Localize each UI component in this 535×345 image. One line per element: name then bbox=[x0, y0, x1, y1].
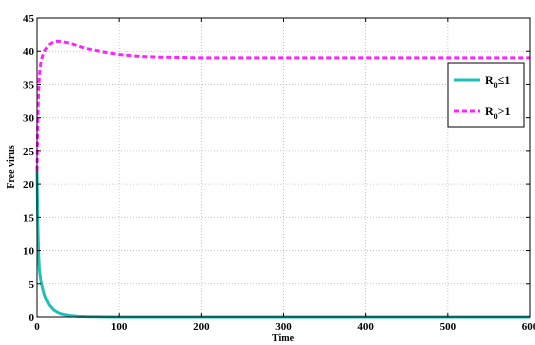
y-tick-label: 15 bbox=[23, 212, 35, 224]
grid-lines bbox=[37, 18, 530, 317]
legend-label-r0-le-1: R0≤1 bbox=[485, 73, 510, 90]
series-line-r0-gt-1 bbox=[35, 39, 530, 171]
legend: R0≤1 R0>1 bbox=[447, 62, 525, 128]
x-tick-label: 600 bbox=[522, 321, 535, 333]
y-tick-label: 40 bbox=[23, 46, 35, 58]
y-tick-label: 10 bbox=[23, 246, 35, 258]
axis-ticks: 0 100 200 300 400 500 600 0 5 10 15 20 25 30 35 40 45 bbox=[23, 13, 535, 333]
x-tick-label: 300 bbox=[275, 321, 292, 333]
y-tick-label: 0 bbox=[29, 312, 35, 324]
x-tick-label: 400 bbox=[357, 321, 374, 333]
y-axis-label: Free virus bbox=[6, 145, 17, 189]
x-axis-label: Time bbox=[272, 333, 295, 344]
y-tick-label: 30 bbox=[23, 113, 35, 125]
y-tick-label: 35 bbox=[23, 79, 35, 91]
y-tick-label: 45 bbox=[23, 13, 35, 25]
legend-box bbox=[447, 62, 525, 128]
x-tick-label: 500 bbox=[440, 321, 457, 333]
x-tick-label: 0 bbox=[34, 321, 40, 333]
x-tick-label: 100 bbox=[111, 321, 128, 333]
x-tick-label: 200 bbox=[193, 321, 210, 333]
y-tick-label: 20 bbox=[23, 179, 35, 191]
legend-label-r0-gt-1: R0>1 bbox=[485, 104, 511, 121]
y-tick-label: 5 bbox=[29, 279, 35, 291]
y-tick-label: 25 bbox=[23, 146, 35, 158]
